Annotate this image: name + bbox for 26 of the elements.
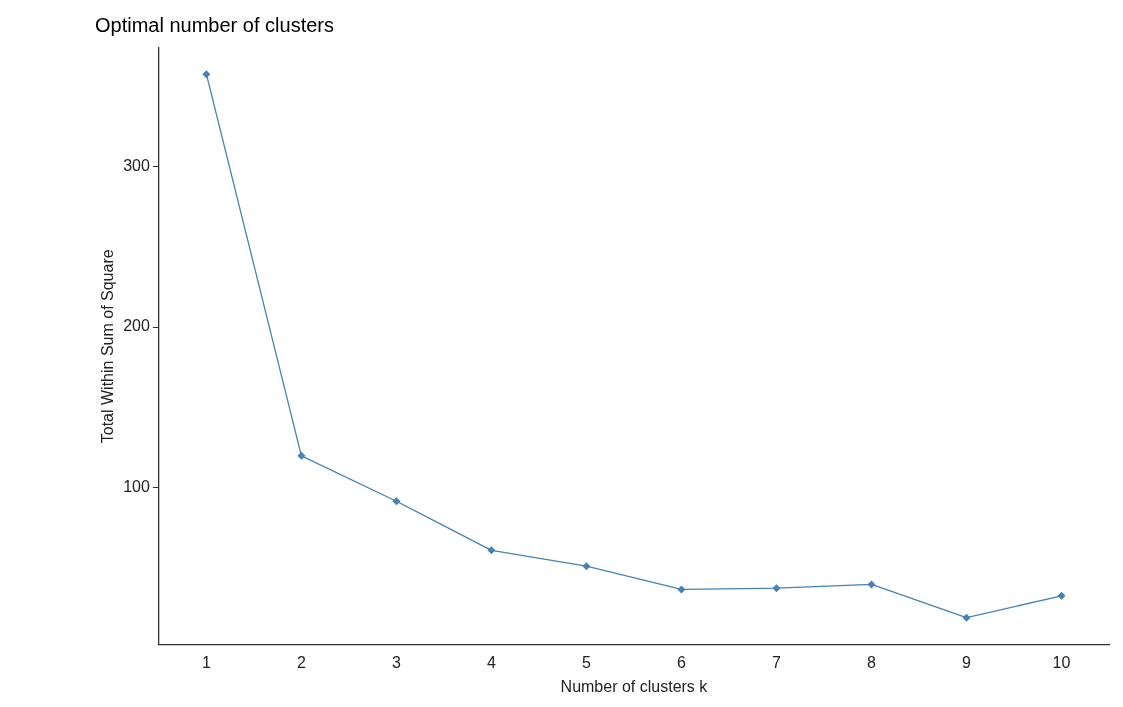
x-tick-label: 8: [867, 653, 877, 671]
y-axis-title: Total Within Sum of Square: [99, 249, 117, 444]
point: [677, 585, 686, 594]
x-tick-label: 1: [201, 653, 211, 671]
y-tick-label: 200: [123, 317, 150, 335]
x-tick-label: 3: [391, 653, 401, 671]
point: [772, 584, 781, 593]
chart-title: Optimal number of clusters: [95, 13, 334, 36]
point: [582, 562, 591, 571]
x-tick-label: 4: [486, 653, 496, 671]
point: [297, 451, 306, 460]
point: [202, 70, 211, 79]
point: [1057, 591, 1066, 600]
y-tick-label: 300: [123, 157, 150, 175]
y-tick-label: 100: [123, 477, 150, 495]
point: [392, 497, 401, 506]
x-tick-label: 7: [772, 653, 782, 671]
x-tick-label: 9: [962, 653, 972, 671]
x-axis-title: Number of clusters k: [560, 677, 709, 695]
point: [487, 546, 496, 555]
point: [962, 613, 971, 622]
x-tick-label: 6: [677, 653, 686, 671]
x-tick-label: 2: [296, 653, 306, 671]
point: [867, 580, 876, 589]
x-tick-label: 10: [1052, 653, 1071, 671]
x-tick-label: 5: [581, 653, 591, 671]
